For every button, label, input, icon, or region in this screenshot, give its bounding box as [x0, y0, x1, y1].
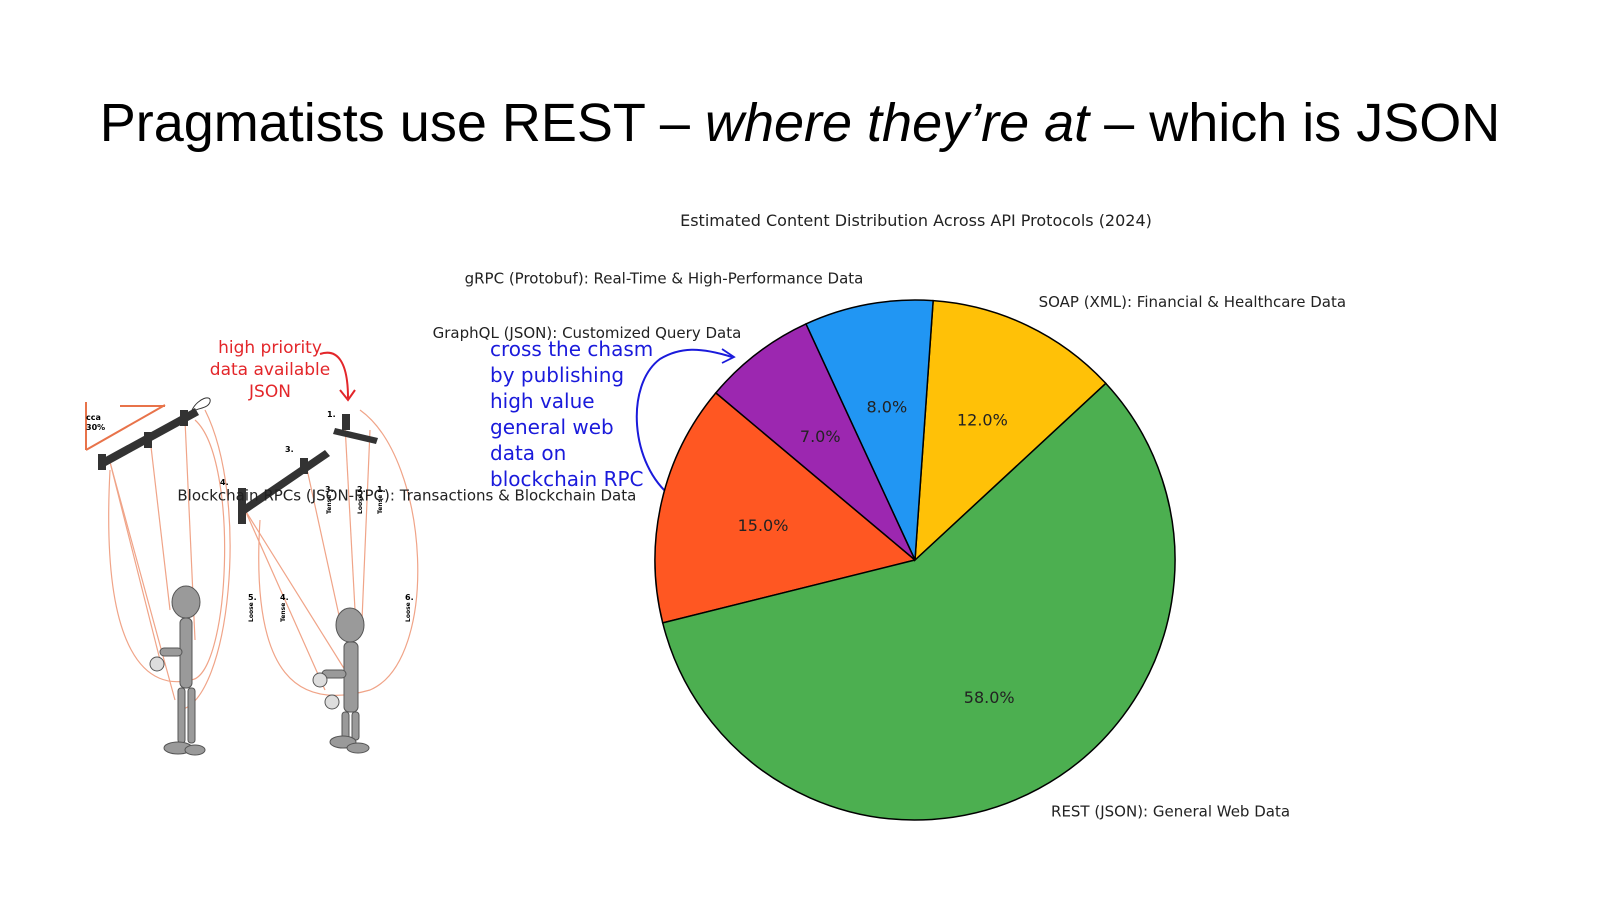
blue-note-line-6: blockchain RPC [490, 467, 644, 491]
string-word-6: Loose [405, 602, 412, 622]
left-skeleton-puppet [149, 585, 206, 756]
slide-title: Pragmatists use REST – where they’re at … [0, 92, 1600, 154]
pie-percent-label-4: 7.0% [800, 427, 841, 446]
right-control-bar [238, 414, 378, 524]
pie-slice-4 [714, 322, 916, 561]
pie-slice-2 [914, 299, 1107, 562]
pie-slice-3 [804, 299, 934, 561]
string-word-2: Loose [357, 494, 364, 514]
pie-slice-1 [661, 382, 1176, 821]
string-num-5: 2. [357, 485, 366, 494]
title-italic: where they’re at [704, 93, 1090, 153]
red-arrow [319, 351, 356, 402]
blue-note-line-5: data on [490, 441, 567, 465]
string-num-4: 3. [325, 485, 334, 494]
string-word-5: Tense [280, 603, 287, 622]
string-num-1: 1. [327, 410, 336, 419]
blue-note-line-4: general web [490, 415, 614, 439]
right-skeleton-puppet [312, 607, 370, 754]
blue-note-line-2: by publishing [490, 363, 625, 387]
blue-note-line-3: high value [490, 389, 595, 413]
pie-percent-label-3: 8.0% [867, 398, 908, 417]
pie-percent-label-1: 58.0% [964, 688, 1015, 707]
string-num-3: 4. [220, 478, 229, 487]
blue-annotation: cross the chasm by publishing high value… [490, 336, 653, 492]
pie-slice-label-0: Blockchain RPCs (JSON-RPC): Transactions… [177, 487, 636, 505]
title-part-1: Pragmatists use REST – [99, 93, 705, 153]
pie-slice-label-3: gRPC (Protobuf): Real-Time & High-Perfor… [465, 270, 864, 288]
left-hook [191, 397, 211, 411]
pie-slice-labels: Blockchain RPCs (JSON-RPC): Transactions… [177, 270, 1346, 821]
red-annotation: high priority data available JSON [205, 337, 335, 403]
string-num-8: 4. [280, 593, 289, 602]
blue-arrow [635, 348, 736, 498]
string-words: Tense Loose Tense Loose Tense Loose [248, 494, 412, 622]
red-note-line-2: data available [209, 360, 331, 380]
string-word-1: Tense [326, 495, 333, 514]
pie-percent-label-2: 12.0% [957, 410, 1008, 429]
pie-slice-label-1: REST (JSON): General Web Data [1051, 803, 1290, 821]
left-puppet-strings [108, 409, 231, 711]
red-note-line-3: JSON [249, 382, 291, 402]
right-puppet-strings [244, 409, 419, 697]
pie-slices [654, 299, 1176, 821]
title-part-2: – which is JSON [1089, 93, 1501, 153]
red-note-line-1: high priority [218, 338, 322, 358]
blue-note-line-1: cross the chasm [490, 337, 654, 361]
string-word-4: Loose [248, 602, 255, 622]
pie-percent-labels: 15.0% 58.0% 12.0% 8.0% 7.0% [738, 398, 1015, 708]
string-labels: 1. 3. 4. 3. 2. 1. 5. 4. 6. [220, 410, 414, 602]
string-num-9: 6. [405, 593, 414, 602]
chart-title: Estimated Content Distribution Across AP… [680, 211, 1152, 230]
string-num-7: 5. [248, 593, 257, 602]
angle-label-1: cca [86, 413, 101, 422]
puppet-illustration: cca 30% [85, 397, 419, 756]
string-num-2: 3. [285, 445, 294, 454]
pie-percent-label-0: 15.0% [738, 516, 789, 535]
pie-slice-label-4: GraphQL (JSON): Customized Query Data [433, 324, 742, 342]
string-num-6: 1. [377, 485, 386, 494]
pie-slice-0 [654, 391, 917, 624]
angle-label-2: 30% [86, 423, 105, 432]
angle-indicator [85, 402, 166, 451]
pie-slice-label-2: SOAP (XML): Financial & Healthcare Data [1039, 293, 1347, 311]
string-word-3: Tense [377, 495, 384, 514]
left-control-bar [98, 408, 199, 470]
